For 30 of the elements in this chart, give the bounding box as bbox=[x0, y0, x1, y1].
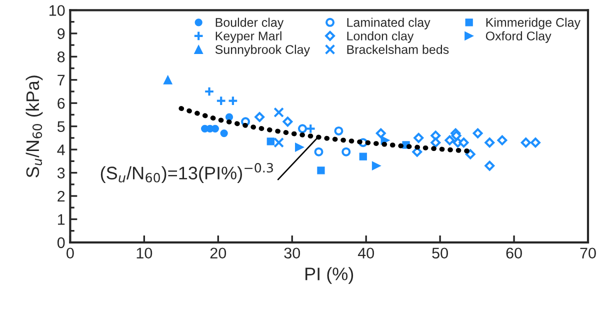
x-tick-label: 0 bbox=[66, 248, 74, 259]
y-axis-title: S$_{u}$/N$_{60}$ (kPa) bbox=[26, 76, 43, 178]
x-tick-label: 70 bbox=[580, 248, 596, 259]
legend-label: Laminated clay bbox=[347, 18, 430, 30]
legend-label: Brackelsham beds bbox=[347, 44, 449, 54]
x-tick-label: 10 bbox=[136, 248, 152, 259]
y-tick-label: 1 bbox=[58, 214, 65, 225]
x-tick-label: 50 bbox=[432, 248, 448, 259]
legend-label: Boulder clay bbox=[216, 18, 284, 30]
x-axis-title: PI (%) bbox=[306, 267, 354, 284]
y-tick-label: 9 bbox=[58, 28, 65, 40]
y-tick-label: 2 bbox=[58, 190, 65, 202]
legend-label: Sunnybrook Clay bbox=[215, 44, 310, 56]
y-tick-label: 4 bbox=[57, 144, 65, 156]
x-tick-label: 30 bbox=[284, 248, 300, 259]
legend-label: London clay bbox=[347, 31, 414, 43]
y-tick-label: 10 bbox=[50, 5, 65, 16]
y-tick-label: 0 bbox=[57, 237, 65, 248]
legend-label: Keyper Marl bbox=[216, 31, 282, 43]
annotation: (S$_{u}$/N$_{60}$)=13(PI%)$^{−0.3}$ bbox=[100, 163, 273, 184]
y-tick-label: 6 bbox=[58, 98, 65, 109]
y-tick-label: 7 bbox=[58, 74, 65, 86]
y-tick-label: 8 bbox=[58, 52, 65, 62]
y-tick-label: 5 bbox=[57, 121, 65, 132]
legend-label: Oxford Clay bbox=[486, 31, 552, 43]
legend-label: Kimmeridge Clay bbox=[486, 18, 580, 30]
x-tick-label: 20 bbox=[210, 248, 226, 259]
y-tick-label: 3 bbox=[57, 168, 65, 178]
x-tick-label: 60 bbox=[506, 248, 522, 259]
x-tick-label: 40 bbox=[358, 248, 374, 259]
